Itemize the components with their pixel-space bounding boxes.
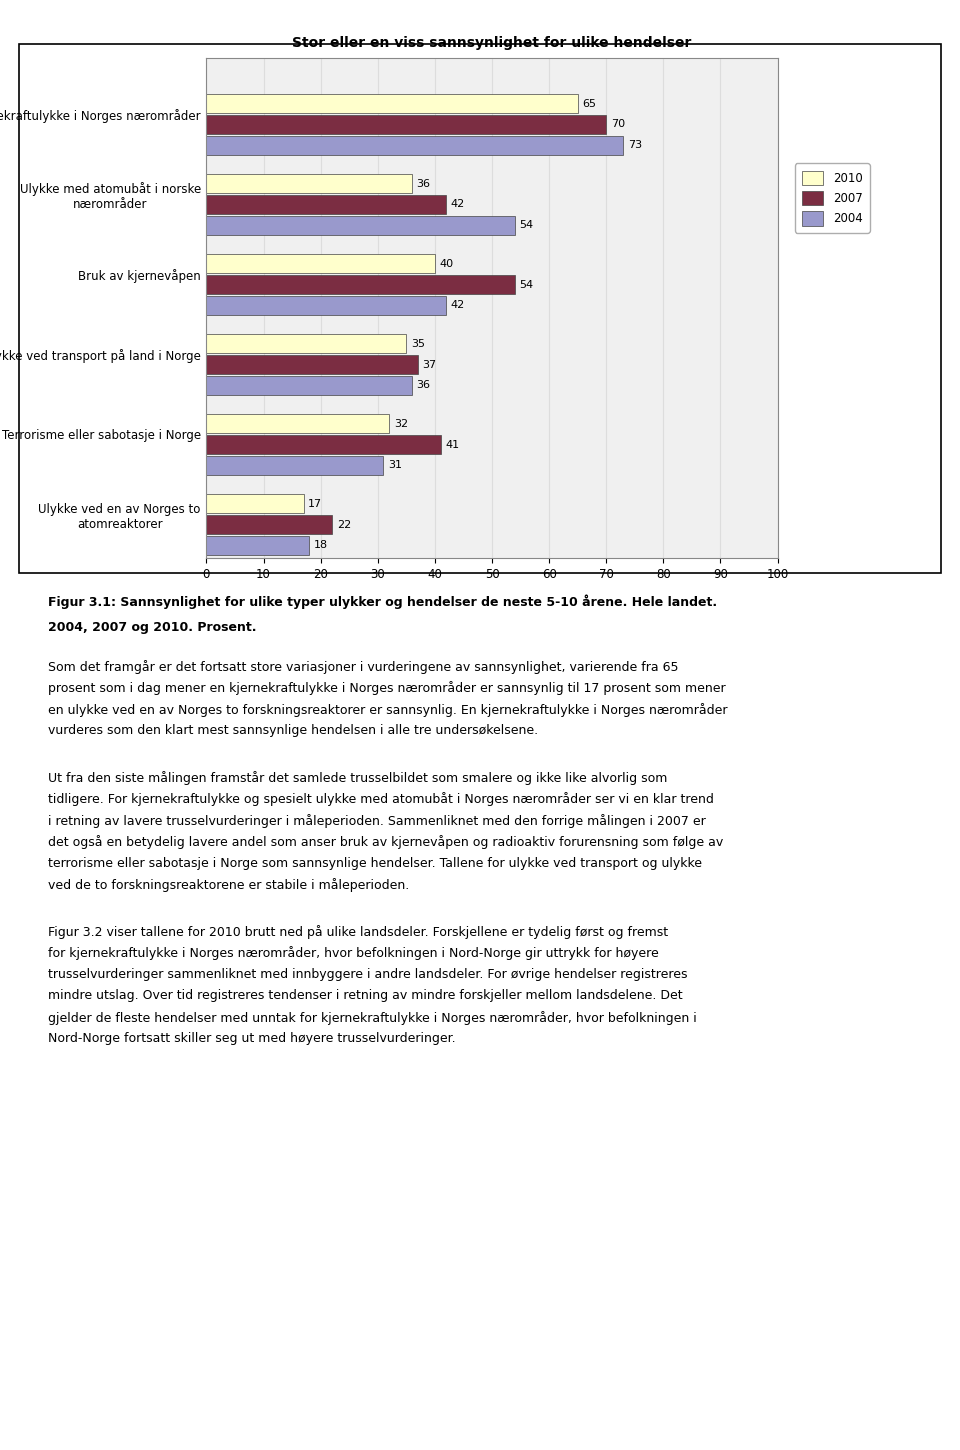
Text: 35: 35 [411, 339, 425, 349]
Bar [206, 115, 607, 133]
Text: 32: 32 [394, 419, 408, 429]
Bar [206, 355, 418, 374]
Text: 41: 41 [445, 439, 459, 450]
Bar [206, 415, 389, 434]
Text: det også en betydelig lavere andel som anser bruk av kjernevåpen og radioaktiv f: det også en betydelig lavere andel som a… [48, 835, 723, 850]
Text: 17: 17 [308, 499, 323, 509]
Text: 18: 18 [314, 541, 328, 551]
Text: 2004, 2007 og 2010. Prosent.: 2004, 2007 og 2010. Prosent. [48, 621, 256, 634]
Text: trusselvurderinger sammenliknet med innbyggere i andre landsdeler. For øvrige he: trusselvurderinger sammenliknet med innb… [48, 967, 687, 980]
Text: 65: 65 [583, 99, 596, 109]
Bar [206, 515, 332, 534]
Bar [206, 334, 406, 354]
Text: gjelder de fleste hendelser med unntak for kjernekraftulykke i Norges nærområder: gjelder de fleste hendelser med unntak f… [48, 1011, 697, 1025]
Bar [206, 535, 309, 555]
Text: 37: 37 [422, 360, 437, 370]
Text: en ulykke ved en av Norges to forskningsreaktorer er sannsynlig. En kjernekraftu: en ulykke ved en av Norges to forsknings… [48, 703, 728, 716]
Text: 31: 31 [388, 461, 402, 470]
Text: 42: 42 [451, 200, 466, 209]
Text: for kjernekraftulykke i Norges nærområder, hvor befolkningen i Nord-Norge gir ut: for kjernekraftulykke i Norges nærområde… [48, 947, 659, 960]
Bar [206, 94, 578, 113]
Text: Nord-Norge fortsatt skiller seg ut med høyere trusselvurderinger.: Nord-Norge fortsatt skiller seg ut med h… [48, 1032, 456, 1045]
Bar [206, 135, 623, 155]
Legend: 2010, 2007, 2004: 2010, 2007, 2004 [795, 164, 870, 232]
Text: Ut fra den siste målingen framstår det samlede trusselbildet som smalere og ikke: Ut fra den siste målingen framstår det s… [48, 771, 667, 784]
Text: mindre utslag. Over tid registreres tendenser i retning av mindre forskjeller me: mindre utslag. Over tid registreres tend… [48, 989, 683, 1002]
Text: i retning av lavere trusselvurderinger i måleperioden. Sammenliknet med den forr: i retning av lavere trusselvurderinger i… [48, 813, 706, 828]
Text: 40: 40 [440, 258, 453, 268]
Text: vurderes som den klart mest sannsynlige hendelsen i alle tre undersøkelsene.: vurderes som den klart mest sannsynlige … [48, 724, 539, 737]
Text: 70: 70 [611, 119, 625, 129]
Bar [206, 435, 441, 454]
Text: 36: 36 [417, 380, 431, 390]
Bar [206, 494, 303, 513]
Text: Som det framgår er det fortsatt store variasjoner i vurderingene av sannsynlighe: Som det framgår er det fortsatt store va… [48, 660, 679, 674]
Text: ved de to forskningsreaktorene er stabile i måleperioden.: ved de to forskningsreaktorene er stabil… [48, 879, 409, 892]
Bar [206, 216, 515, 235]
Bar [206, 296, 446, 315]
Text: 54: 54 [519, 220, 534, 231]
Title: Stor eller en viss sannsynlighet for ulike hendelser: Stor eller en viss sannsynlighet for uli… [292, 36, 692, 49]
Bar [206, 254, 435, 274]
Text: prosent som i dag mener en kjernekraftulykke i Norges nærområder er sannsynlig t: prosent som i dag mener en kjernekraftul… [48, 682, 726, 695]
Bar [206, 174, 412, 193]
Bar [206, 376, 412, 394]
Text: 73: 73 [628, 141, 642, 151]
Bar [206, 194, 446, 215]
Text: Figur 3.2 viser tallene for 2010 brutt ned på ulike landsdeler. Forskjellene er : Figur 3.2 viser tallene for 2010 brutt n… [48, 925, 668, 938]
Text: 36: 36 [417, 178, 431, 188]
Text: 22: 22 [337, 519, 351, 529]
Text: 54: 54 [519, 280, 534, 290]
Text: tidligere. For kjernekraftulykke og spesielt ulykke med atomubåt i Norges næromr: tidligere. For kjernekraftulykke og spes… [48, 792, 714, 806]
Bar [206, 276, 515, 294]
Bar [206, 455, 383, 476]
Text: Figur 3.1: Sannsynlighet for ulike typer ulykker og hendelser de neste 5-10 åren: Figur 3.1: Sannsynlighet for ulike typer… [48, 594, 717, 609]
Text: 42: 42 [451, 300, 466, 310]
Text: terrorisme eller sabotasje i Norge som sannsynlige hendelser. Tallene for ulykke: terrorisme eller sabotasje i Norge som s… [48, 857, 702, 870]
